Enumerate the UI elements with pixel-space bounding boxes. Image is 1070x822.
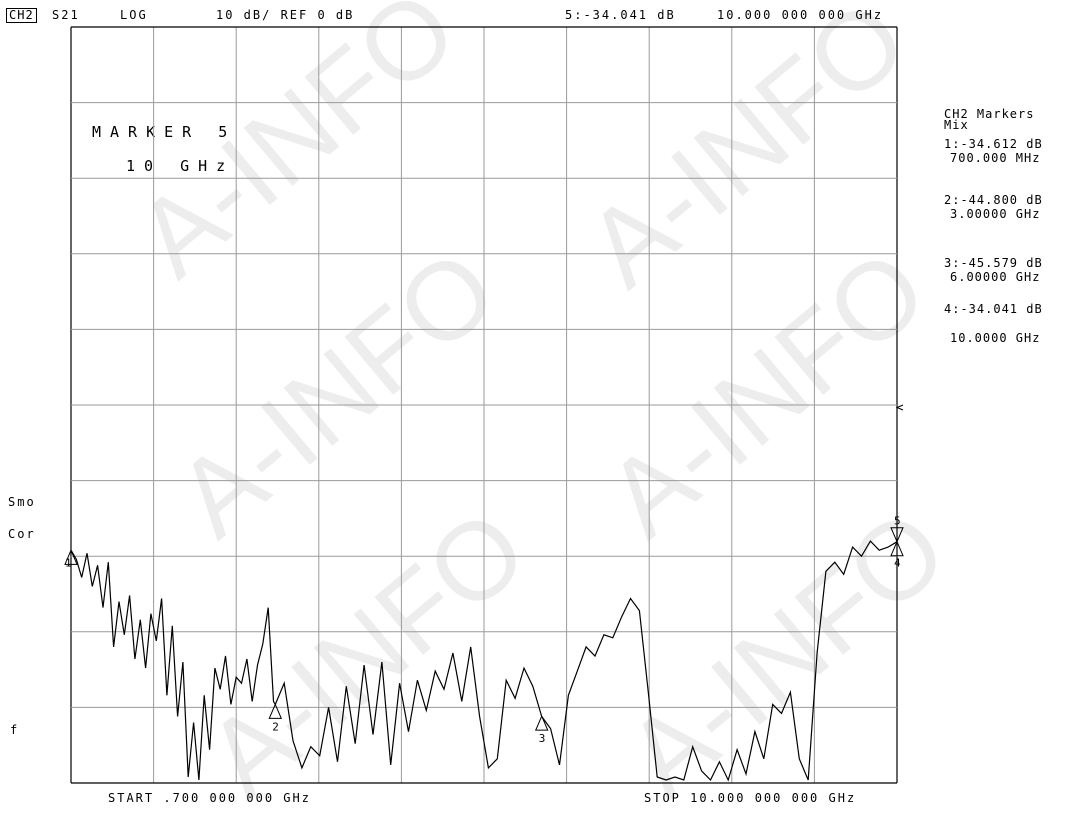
marker-1-value: 1:-34.612 dB	[944, 137, 1043, 151]
channel-indicator: CH2	[6, 8, 37, 23]
marker-panel-title: CH2 Markers	[944, 107, 1035, 121]
parameter-label: S21	[52, 8, 80, 22]
marker-1: 1	[64, 549, 78, 569]
marker-4-value: 4:-34.041 dB	[944, 302, 1043, 316]
correction-indicator: Cor	[8, 527, 36, 541]
marker-triangle-icon	[268, 703, 283, 719]
marker-annotation-title: MARKER 5	[92, 123, 237, 141]
marker-annotation-freq: 10 GHz	[126, 157, 235, 175]
marker-2-value: 2:-44.800 dB	[944, 193, 1043, 207]
marker-triangle-icon	[890, 540, 904, 557]
marker-1-freq: 700.000 MHz	[950, 151, 1041, 165]
active-marker-freq: 10.000 000 000 GHz	[717, 8, 884, 22]
marker-5: 5	[890, 515, 904, 543]
marker-4: 4	[890, 540, 904, 570]
stop-frequency: STOP 10.000 000 000 GHz	[644, 791, 857, 805]
marker-label: 5	[894, 515, 901, 528]
marker-label: 3	[539, 732, 546, 745]
marker-3-value: 3:-45.579 dB	[944, 256, 1043, 270]
marker-triangle-icon	[534, 714, 549, 731]
marker-panel-subtitle: Mix	[944, 118, 969, 132]
trace-line	[70, 540, 898, 782]
marker-triangle-icon	[64, 549, 78, 565]
marker-group: 1 2 3 4 5	[64, 515, 904, 745]
format-label: LOG	[120, 8, 148, 22]
plot-grid	[70, 26, 898, 784]
smoothing-indicator: Smo	[8, 495, 36, 509]
marker-4-freq: 10.0000 GHz	[950, 331, 1041, 345]
marker-label: 1	[65, 556, 72, 569]
marker-label: 2	[272, 720, 279, 733]
marker-label: 4	[894, 557, 901, 570]
marker-triangle-icon	[890, 527, 904, 543]
marker-2: 2	[268, 703, 283, 733]
scale-ref-label: 10 dB/ REF 0 dB	[216, 8, 355, 22]
marker-3: 3	[534, 714, 549, 745]
active-marker-readout: 5:-34.041 dB	[565, 8, 676, 22]
reference-position-icon	[895, 404, 904, 411]
marker-2-freq: 3.00000 GHz	[950, 207, 1041, 221]
marker-3-freq: 6.00000 GHz	[950, 270, 1041, 284]
start-frequency: START .700 000 000 GHz	[108, 791, 311, 805]
f-indicator: f	[10, 723, 20, 737]
